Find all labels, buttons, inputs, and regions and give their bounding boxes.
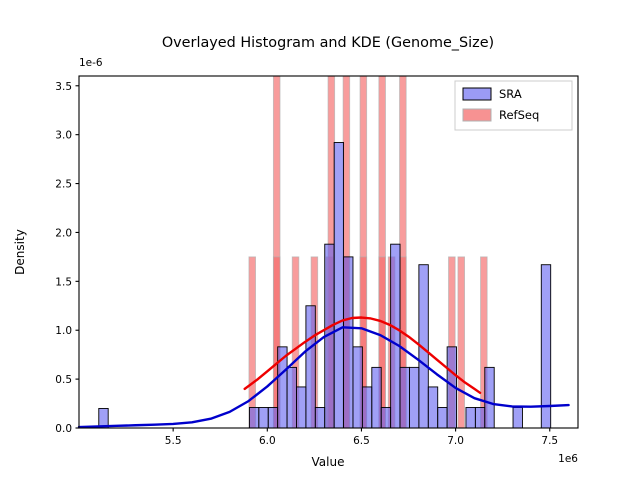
y-tick-label: 2.5 <box>55 179 72 191</box>
sra-kde-line <box>77 326 570 429</box>
sra-bar <box>248 407 260 429</box>
y-axis-label: Density <box>13 229 27 275</box>
y-tick-label: 3.5 <box>55 81 72 93</box>
sra-bar <box>540 264 552 429</box>
sra-bar <box>314 407 326 429</box>
refseq-bar <box>457 256 465 429</box>
sra-bar <box>427 386 439 429</box>
legend[interactable]: SRA RefSeq <box>454 80 573 131</box>
sra-bar <box>352 346 363 429</box>
y-axis-ticks: 0.0 0.5 1.0 1.5 2.0 2.5 3.0 3.5 <box>55 81 79 435</box>
sra-bar <box>409 366 420 429</box>
sra-bar <box>399 366 410 429</box>
x-tick-label: 7.5 <box>541 435 558 447</box>
y-axis-offset-label: 1e-6 <box>79 57 103 69</box>
sra-bar <box>267 407 279 429</box>
y-tick-label: 0.5 <box>55 374 72 386</box>
sra-bar <box>258 407 269 429</box>
y-tick-label: 2.0 <box>55 227 72 239</box>
kde-curves <box>77 316 570 429</box>
legend-swatch-refseq <box>462 108 492 122</box>
refseq-kde-line <box>243 316 482 394</box>
sra-bar <box>371 366 382 429</box>
axes-spines <box>78 75 579 429</box>
x-tick-label: 6.0 <box>259 435 276 447</box>
y-tick-label: 1.0 <box>55 325 72 337</box>
sra-bar <box>286 366 297 429</box>
sra-bar <box>296 386 307 429</box>
x-tick-label: 6.5 <box>353 435 370 447</box>
y-tick-label: 1.5 <box>55 276 72 288</box>
x-axis-ticks: 5.5 6.0 6.5 7.0 7.5 <box>165 428 558 447</box>
sra-bar <box>343 256 354 429</box>
refseq-bar <box>248 256 256 429</box>
y-tick-label: 3.0 <box>55 130 72 142</box>
sra-bar <box>484 366 495 429</box>
legend-label-sra: SRA <box>499 87 522 101</box>
sra-histogram-bars <box>98 142 552 429</box>
chart-title: Overlayed Histogram and KDE (Genome_Size… <box>162 35 494 51</box>
sra-bar <box>465 407 476 429</box>
x-axis-label: Value <box>312 455 345 469</box>
x-axis-offset-label: 1e6 <box>558 453 578 465</box>
sra-bar <box>361 386 373 429</box>
legend-swatch-sra <box>462 87 492 101</box>
legend-label-refseq: RefSeq <box>499 108 539 122</box>
sra-bar <box>512 407 523 429</box>
sra-bar <box>390 243 401 429</box>
sra-bar <box>333 142 345 429</box>
y-tick-label: 0.0 <box>55 423 72 435</box>
sra-bar <box>474 407 486 429</box>
sra-bar <box>380 407 392 429</box>
sra-bar <box>437 407 448 429</box>
sra-bar <box>305 305 316 429</box>
x-tick-label: 7.0 <box>447 435 464 447</box>
x-tick-label: 5.5 <box>165 435 182 447</box>
